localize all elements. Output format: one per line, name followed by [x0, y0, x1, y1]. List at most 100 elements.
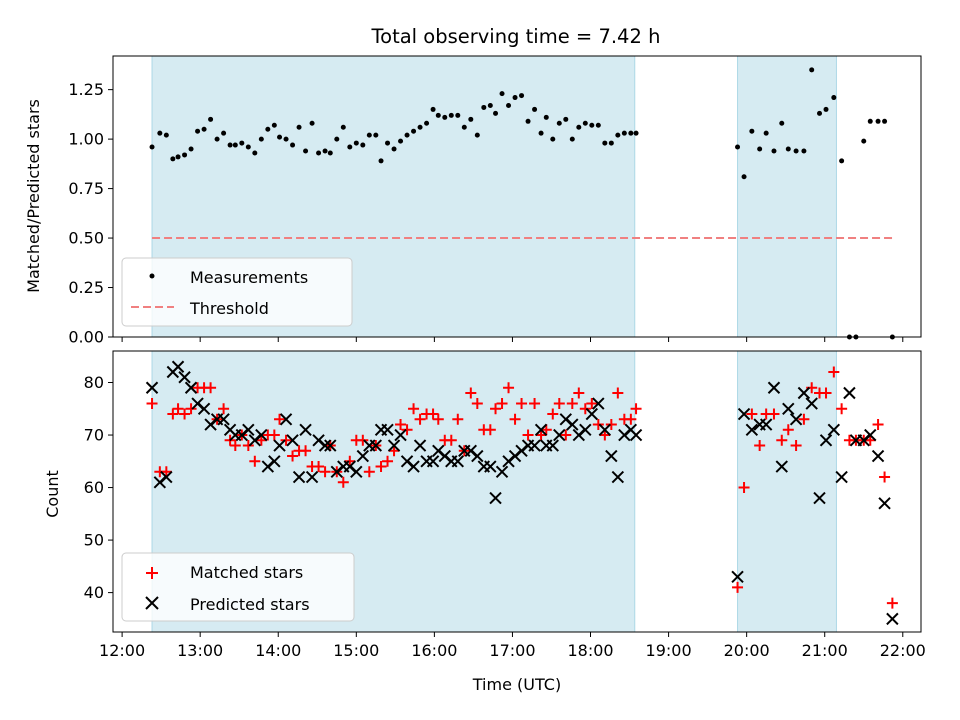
measurement-point [519, 93, 525, 99]
matched-star-point [445, 434, 457, 446]
matched-star-point [388, 445, 400, 457]
matched-star-point [185, 403, 197, 415]
bottom-xtick-label-2: 14:00 [255, 641, 301, 660]
matched-star-point [509, 413, 521, 425]
predicted-star-point [387, 439, 401, 452]
measurement-point [543, 114, 549, 120]
predicted-star-point [318, 439, 332, 452]
bottom-y-axis: 40 50 60 70 80 [84, 373, 113, 602]
measurement-point [424, 120, 430, 126]
top-ytick-label-2: 0.50 [68, 229, 104, 248]
bottom-xtick-label-10: 22:00 [880, 641, 926, 660]
bottom-xtick-label-3: 15:00 [333, 641, 379, 660]
measurement-point [175, 154, 181, 160]
predicted-star-point [489, 491, 502, 505]
matched-star-point [300, 445, 312, 457]
predicted-star-point [286, 434, 299, 447]
matched-star-point [490, 403, 502, 415]
matched-star-point [242, 440, 254, 452]
predicted-star-point [484, 460, 497, 473]
measurement-point [201, 126, 207, 132]
measurement-point [309, 120, 315, 126]
bottom-ytick-label-4: 80 [84, 373, 104, 392]
bottom-plot-marks [145, 360, 899, 626]
matched-star-point [782, 424, 794, 436]
matched-star-point [535, 429, 547, 441]
matched-star-point [274, 413, 286, 425]
matched-star-point [540, 424, 552, 436]
matched-star-point [586, 398, 598, 410]
predicted-star-point [184, 381, 198, 394]
matched-star-point [344, 455, 356, 467]
matched-star-point [179, 408, 191, 420]
measurement-point [582, 120, 588, 126]
predicted-star-point [299, 423, 312, 436]
measurement-point [763, 130, 769, 136]
measurement-point [398, 138, 404, 144]
measurement-point [525, 118, 531, 124]
predicted-star-point [394, 428, 407, 442]
measurement-point [474, 132, 480, 138]
legend-threshold-label: Threshold [189, 299, 269, 318]
matched-star-point [160, 466, 172, 478]
measurement-point [875, 118, 881, 124]
top-axes-frame [112, 55, 922, 338]
bottom-ytick-label-2: 60 [84, 478, 104, 497]
matched-star-point [768, 408, 780, 420]
predicted-star-point [279, 413, 293, 426]
measurement-point [373, 132, 379, 138]
measurement-point [385, 140, 391, 146]
predicted-star-point [566, 418, 579, 431]
measurement-point [793, 148, 799, 154]
predicted-star-point [381, 423, 394, 436]
predicted-star-point [886, 612, 899, 626]
measurement-point [499, 91, 505, 97]
measurement-point [487, 102, 493, 108]
measurement-point [481, 104, 487, 110]
predicted-star-point [579, 423, 592, 436]
measurement-point [353, 140, 359, 146]
predicted-star-point [553, 428, 566, 442]
measurement-point [602, 140, 608, 146]
measurement-point [322, 148, 328, 154]
top-y-axis: 0.00 0.25 0.50 0.75 1.00 1.25 [68, 80, 113, 347]
predicted-star-point [369, 439, 383, 452]
matched-star-point [146, 398, 158, 410]
measurement-point [252, 150, 258, 156]
top-y-axis-label: Matched/Predicted stars [24, 99, 43, 293]
measurement-point [188, 146, 194, 152]
matched-star-point [382, 455, 394, 467]
x-axis-label: Time (UTC) [472, 675, 561, 694]
top-ytick-label-0: 0.00 [68, 328, 104, 347]
predicted-star-point [605, 449, 618, 463]
bottom-x-axis: 12:00 13:00 14:00 15:00 16:00 17:00 18:00 19:00… [99, 632, 926, 660]
matched-star-point [167, 408, 179, 420]
measurement-point [779, 120, 785, 126]
bottom-xtick-label-6: 18:00 [567, 641, 613, 660]
measurement-point [239, 140, 245, 146]
matched-star-point [872, 419, 884, 431]
matched-star-point [776, 434, 788, 446]
predicted-star-point [611, 470, 625, 484]
predicted-star-point [835, 470, 848, 484]
predicted-star-point [737, 407, 751, 421]
measurement-point [615, 132, 621, 138]
legend-matched-label: Matched stars [190, 563, 303, 582]
measurement-point [839, 158, 845, 164]
measurement-point [861, 138, 867, 144]
predicted-star-point [471, 449, 484, 463]
matched-star-point [592, 419, 604, 431]
matched-star-point [229, 440, 241, 452]
matched-star-point [836, 403, 848, 415]
predicted-star-point [528, 439, 541, 452]
measurement-point [757, 146, 763, 152]
top-panel: 0.00 0.25 0.50 0.75 1.00 1.25 Matched/Predict… [24, 55, 922, 347]
matched-star-point [798, 413, 810, 425]
matched-star-point [566, 398, 578, 410]
measurement-point [771, 148, 777, 154]
bottom-xtick-label-1: 13:00 [177, 641, 223, 660]
matched-star-point [732, 581, 744, 593]
bottom-ytick-label-0: 40 [84, 583, 104, 602]
predicted-star-point [451, 455, 465, 468]
predicted-star-point [356, 449, 370, 463]
